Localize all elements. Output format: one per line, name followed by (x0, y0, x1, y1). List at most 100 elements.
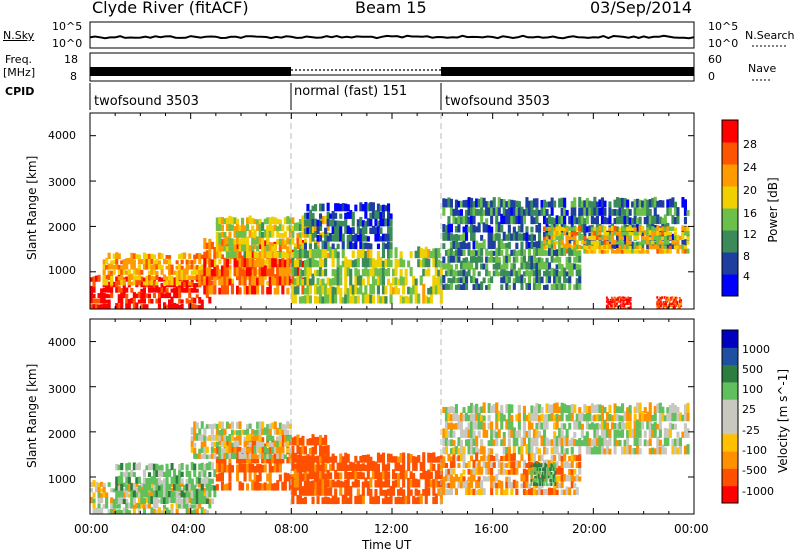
power-cell (351, 260, 355, 268)
velocity-cell (459, 439, 463, 447)
velocity-cell (568, 473, 572, 482)
velocity-cell (351, 462, 355, 471)
power-cell (140, 259, 144, 265)
velocity-cell (356, 479, 360, 488)
velocity-cell (539, 477, 542, 483)
power-cell (678, 306, 681, 309)
power-cell (351, 292, 355, 304)
power-cell (520, 233, 524, 241)
power-cell (613, 250, 617, 254)
power-cell (251, 246, 255, 252)
velocity-cell (291, 486, 295, 496)
power-cell (314, 239, 318, 245)
power-cell (185, 286, 189, 293)
power-cell (145, 279, 149, 286)
power-cell (477, 222, 481, 233)
velocity-cell (210, 478, 214, 484)
power-cell (623, 238, 627, 250)
power-cell (286, 237, 290, 245)
power-cell (336, 203, 340, 212)
velocity-cell (185, 501, 189, 509)
velocity-cell (198, 428, 202, 435)
velocity-cell (444, 446, 448, 455)
power-cell (351, 227, 355, 234)
velocity-colorbar-swatch (722, 451, 738, 469)
power-cell (381, 295, 385, 304)
velocity-cell (288, 474, 292, 482)
power-cell (321, 283, 325, 295)
power-cell (195, 294, 199, 299)
power-cell (303, 276, 307, 286)
velocity-cell (228, 451, 232, 459)
velocity-cell (477, 448, 481, 455)
velocity-cell (291, 495, 295, 505)
velocity-cell (261, 421, 265, 429)
nsky-label: N.Sky (3, 29, 35, 42)
power-cell (349, 282, 353, 295)
velocity-cell (316, 462, 320, 471)
velocity-cell (283, 442, 287, 447)
power-cell (120, 288, 124, 293)
velocity-cell (573, 482, 577, 489)
power-cell (319, 235, 323, 242)
power-cell (376, 256, 380, 268)
power-cell (228, 275, 232, 281)
power-cell (512, 269, 516, 277)
velocity-cell (588, 446, 592, 455)
power-cell (190, 275, 194, 281)
power-cell (281, 233, 285, 238)
power-cell (470, 250, 474, 256)
velocity-cell (600, 437, 604, 447)
velocity-cell (452, 440, 456, 447)
power-cell (477, 209, 481, 216)
velocity-cell (545, 477, 548, 483)
power-cell (225, 241, 229, 250)
power-cell (346, 293, 350, 304)
velocity-cell (530, 487, 534, 496)
velocity-cell (243, 446, 247, 453)
power-cell (580, 206, 584, 216)
velocity-cell (570, 473, 574, 482)
velocity-cell (97, 491, 101, 498)
power-cell (326, 202, 330, 212)
velocity-cell (673, 405, 677, 413)
velocity-cell (314, 464, 318, 471)
power-cell (673, 241, 677, 250)
power-cell (271, 225, 275, 231)
power-cell (614, 304, 617, 307)
power-cell (351, 234, 355, 242)
velocity-cell (319, 465, 323, 471)
velocity-cell (147, 472, 151, 477)
velocity-cell (550, 466, 553, 471)
power-cell (331, 225, 335, 234)
power-cell (311, 212, 315, 219)
velocity-cell (402, 470, 406, 480)
velocity-cell (525, 431, 529, 438)
velocity-cell (125, 463, 129, 471)
velocity-cell (643, 430, 647, 438)
velocity-cell (399, 497, 403, 505)
velocity-cell (246, 424, 250, 429)
power-cell (336, 264, 340, 277)
velocity-cell (568, 487, 572, 496)
velocity-cell (449, 448, 453, 455)
power-cell (507, 224, 511, 233)
power-cell (673, 300, 676, 303)
velocity-cell (434, 477, 438, 488)
velocity-cell (621, 403, 625, 414)
velocity-cell (512, 461, 516, 468)
power-cell (225, 269, 229, 277)
power-cell (223, 283, 227, 295)
power-cell (331, 255, 335, 268)
velocity-cell (200, 490, 204, 498)
velocity-cell (230, 465, 234, 473)
power-colorbar-swatch (722, 230, 738, 253)
velocity-cell (497, 459, 501, 468)
power-cell (339, 276, 343, 286)
power-cell (381, 210, 385, 219)
power-cell (374, 278, 378, 286)
power-cell (575, 227, 579, 231)
velocity-cell (500, 439, 504, 447)
power-cell (361, 246, 365, 259)
velocity-cell (311, 487, 315, 496)
